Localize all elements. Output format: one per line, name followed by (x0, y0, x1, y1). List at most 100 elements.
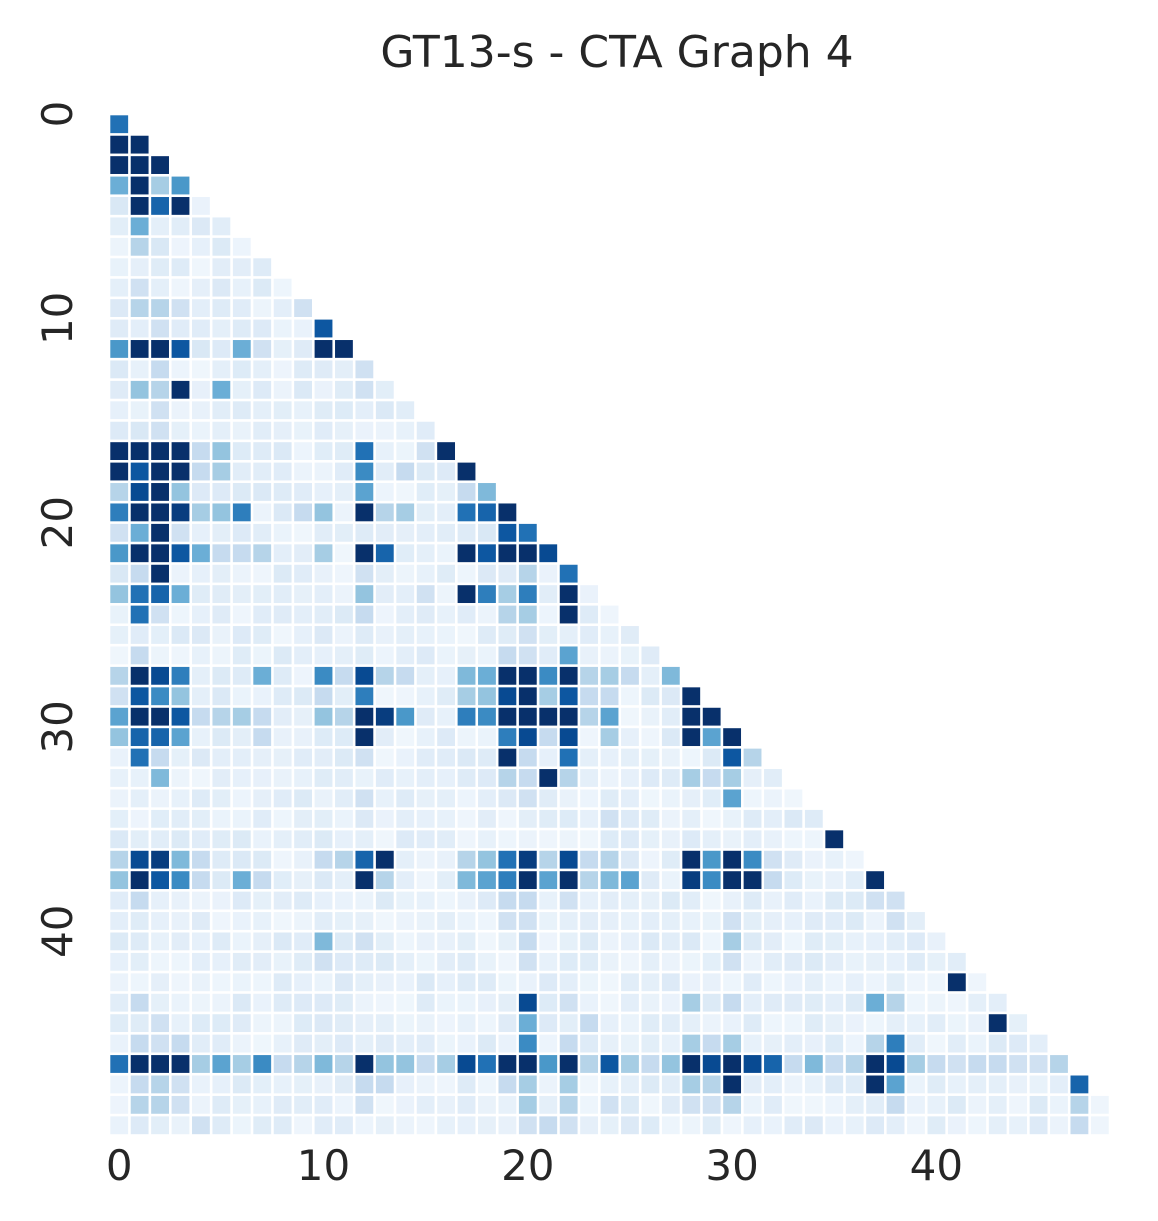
heatmap-cell-28-18 (478, 666, 496, 685)
heatmap-cell-17-12 (355, 442, 374, 461)
heatmap-cell-44-32 (764, 993, 782, 1012)
heatmap-cell-39-37 (866, 891, 885, 910)
heatmap-cell-34-32 (764, 789, 782, 808)
heatmap-cell-21-19 (498, 523, 517, 542)
heatmap-cell-42-32 (764, 952, 782, 971)
heatmap-cell-22-18 (478, 544, 496, 563)
heatmap-cell-48-30 (723, 1075, 742, 1094)
heatmap-cell-38-1 (130, 871, 149, 890)
heatmap-cell-33-32 (764, 769, 782, 787)
heatmap-cell-36-3 (171, 830, 190, 849)
heatmap-cell-27-21 (539, 646, 558, 665)
heatmap-cell-29-9 (294, 687, 312, 706)
heatmap-cell-32-26 (641, 748, 660, 767)
heatmap-cell-37-22 (559, 850, 578, 869)
heatmap-cell-32-18 (478, 748, 496, 767)
heatmap-cell-39-7 (253, 891, 272, 910)
heatmap-cell-42-37 (866, 952, 885, 971)
heatmap-cell-20-3 (171, 503, 190, 522)
heatmap-cell-48-7 (253, 1075, 272, 1094)
heatmap-cell-46-41 (947, 1034, 966, 1053)
heatmap-cell-50-11 (335, 1116, 353, 1135)
heatmap-cell-44-3 (171, 993, 190, 1012)
heatmap-cell-22-12 (355, 544, 374, 563)
heatmap-cell-44-13 (375, 993, 394, 1012)
heatmap-cell-12-9 (294, 340, 312, 358)
heatmap-cell-9-6 (232, 278, 251, 297)
heatmap-cell-29-8 (273, 687, 292, 706)
heatmap-cell-31-29 (702, 728, 721, 747)
heatmap-cell-43-33 (784, 973, 803, 992)
heatmap-cell-46-22 (559, 1034, 578, 1053)
heatmap-cell-27-3 (171, 646, 190, 665)
heatmap-cell-43-21 (539, 973, 558, 992)
heatmap-cell-43-0 (110, 973, 129, 992)
heatmap-cell-32-1 (130, 748, 149, 767)
heatmap-cell-43-36 (845, 973, 864, 992)
heatmap-cell-42-35 (825, 952, 844, 971)
heatmap-cell-45-31 (743, 1014, 762, 1033)
heatmap-cell-38-36 (845, 871, 864, 890)
heatmap-cell-40-4 (192, 912, 210, 930)
heatmap-cell-31-27 (661, 728, 680, 747)
heatmap-cell-23-1 (130, 564, 149, 583)
heatmap-cell-17-6 (232, 442, 251, 461)
heatmap-cell-47-3 (171, 1055, 190, 1073)
heatmap-cell-31-12 (355, 728, 374, 747)
heatmap-cell-44-41 (947, 993, 966, 1012)
heatmap-cell-47-14 (396, 1055, 415, 1073)
heatmap-cell-38-21 (539, 871, 558, 890)
heatmap-cell-42-0 (110, 952, 129, 971)
heatmap-cell-39-15 (416, 891, 435, 910)
heatmap-cell-31-3 (171, 728, 190, 747)
heatmap-cell-36-5 (212, 830, 231, 849)
heatmap-cell-21-1 (130, 523, 149, 542)
heatmap-cell-45-42 (968, 1014, 987, 1033)
heatmap-cell-41-33 (784, 932, 803, 951)
heatmap-cell-41-22 (559, 932, 578, 951)
heatmap-cell-46-0 (110, 1034, 129, 1053)
heatmap-cell-46-13 (375, 1034, 394, 1053)
heatmap-cell-35-25 (621, 809, 639, 828)
heatmap-cell-50-41 (947, 1116, 966, 1135)
heatmap-cell-34-9 (294, 789, 312, 808)
heatmap-cell-46-5 (212, 1034, 231, 1053)
heatmap-cell-30-29 (702, 707, 721, 726)
heatmap-cell-30-9 (294, 707, 312, 726)
heatmap-cell-30-18 (478, 707, 496, 726)
heatmap-cell-24-21 (539, 585, 558, 604)
heatmap-cell-37-33 (784, 850, 803, 869)
heatmap-cell-31-26 (641, 728, 660, 747)
x-tick-label-0: 0 (106, 1141, 133, 1190)
heatmap-cell-20-1 (130, 503, 149, 522)
heatmap-cell-40-36 (845, 912, 864, 930)
heatmap-cell-18-4 (192, 462, 210, 481)
heatmap-cell-23-22 (559, 564, 578, 583)
heatmap-cell-27-25 (621, 646, 639, 665)
heatmap-cell-50-27 (661, 1116, 680, 1135)
heatmap-cell-17-2 (151, 442, 169, 461)
heatmap-cell-44-2 (151, 993, 169, 1012)
heatmap-cell-30-23 (580, 707, 599, 726)
heatmap-cell-27-0 (110, 646, 129, 665)
heatmap-cell-39-27 (661, 891, 680, 910)
heatmap-cell-10-6 (232, 299, 251, 317)
heatmap-cell-27-9 (294, 646, 312, 665)
heatmap-cell-33-13 (375, 769, 394, 787)
heatmap-cell-33-17 (457, 769, 476, 787)
heatmap-cell-41-1 (130, 932, 149, 951)
heatmap-cell-25-13 (375, 605, 394, 624)
heatmap-cell-36-24 (600, 830, 619, 849)
heatmap-cell-30-21 (539, 707, 558, 726)
heatmap-cell-42-40 (927, 952, 946, 971)
heatmap-cell-21-7 (253, 523, 272, 542)
heatmap-cell-34-4 (192, 789, 210, 808)
heatmap-cell-12-3 (171, 340, 190, 358)
heatmap-cell-43-31 (743, 973, 762, 992)
heatmap-cell-25-1 (130, 605, 149, 624)
heatmap-cell-12-10 (314, 340, 333, 358)
heatmap-cell-49-28 (682, 1095, 701, 1114)
heatmap-cell-31-10 (314, 728, 333, 747)
heatmap-cell-32-21 (539, 748, 558, 767)
heatmap-cell-35-34 (804, 809, 823, 828)
